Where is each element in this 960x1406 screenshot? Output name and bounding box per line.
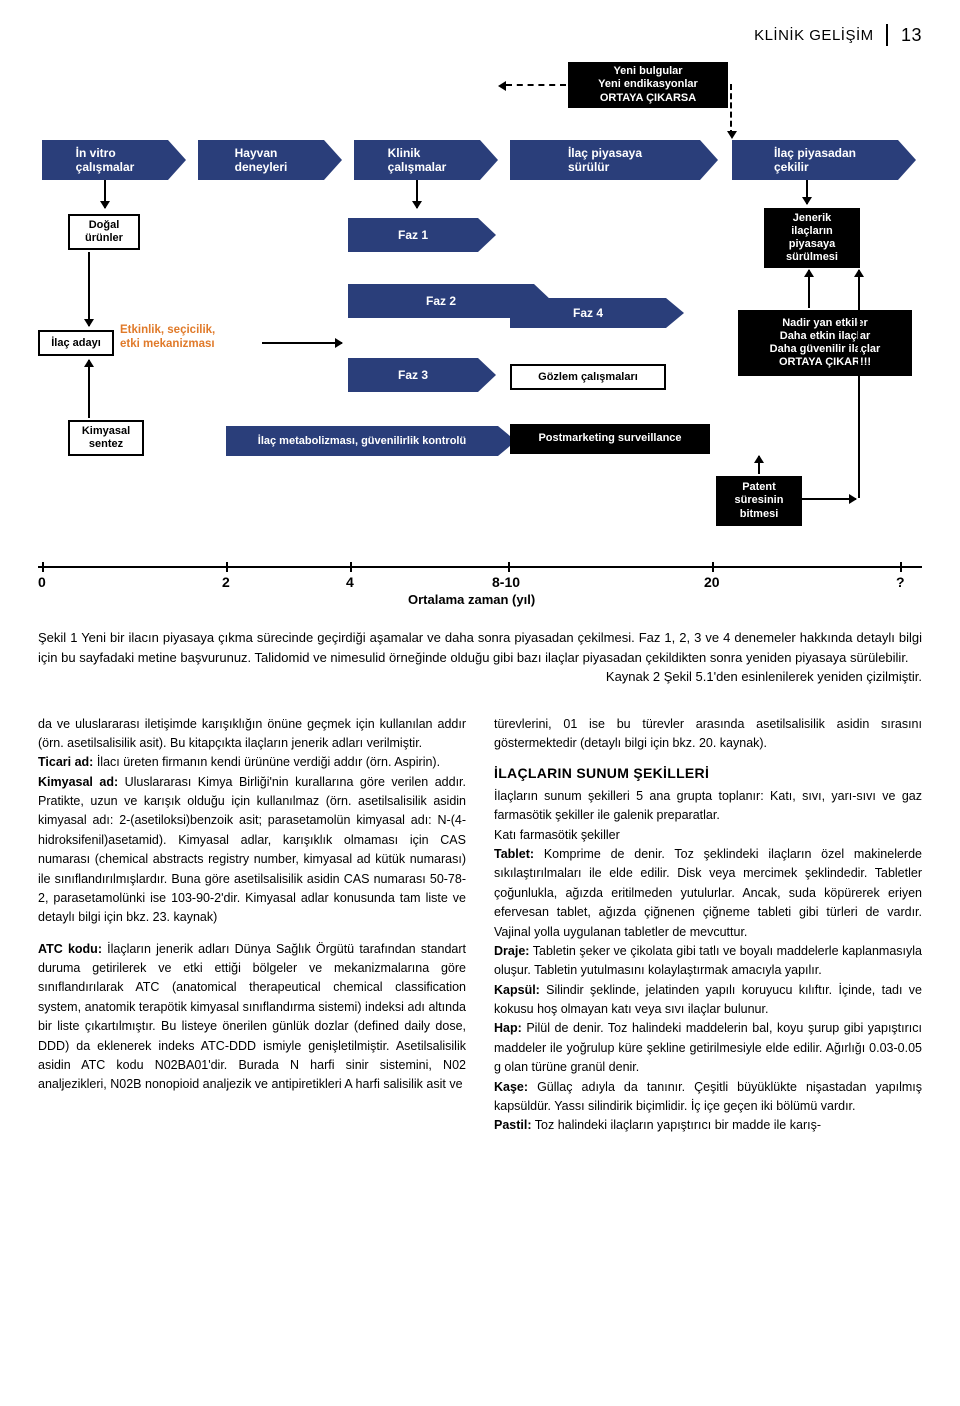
- down-arrow-1: [104, 180, 106, 208]
- journal-title: KLİNİK GELİŞİM: [754, 27, 874, 44]
- natural-products-box: Doğalürünler: [68, 214, 140, 250]
- phase-1: Faz 1: [348, 218, 478, 252]
- right-p2: İlaçların sunum şekilleri 5 ana grupta t…: [494, 787, 922, 826]
- kase-para: Kaşe: Güllaç adıyla da tanınır. Çeşitli …: [494, 1078, 922, 1117]
- tick-q: ?: [896, 574, 905, 590]
- arrow-synthesis-to-candidate: [88, 360, 90, 418]
- tick-2: 2: [222, 574, 230, 590]
- axis-label: Ortalama zaman (yıl): [408, 592, 535, 607]
- patent-expiry-box: Patentsüresininbitmesi: [716, 476, 802, 526]
- generic-drugs-box: Jenerikilaçlarınpiyasayasürülmesi: [764, 208, 860, 268]
- phase-4: Faz 4: [510, 298, 666, 328]
- postmarketing-box: Postmarketing surveillance: [510, 424, 710, 454]
- hap-para: Hap: Pilül de denir. Toz halindeki madde…: [494, 1019, 922, 1077]
- chemical-synthesis-box: Kimyasalsentez: [68, 420, 144, 456]
- dashed-arrow-left: [506, 84, 566, 86]
- stage-clinical: Klinikçalışmalar: [354, 140, 480, 180]
- arrow-long-up: [858, 270, 860, 498]
- caption-main: Şekil 1 Yeni bir ilacın piyasaya çıkma s…: [38, 630, 922, 665]
- phase-2: Faz 2: [348, 284, 534, 318]
- stage-animal: Hayvandeneyleri: [198, 140, 324, 180]
- header-divider: [886, 24, 888, 46]
- drug-candidate-box: İlaç adayı: [38, 330, 114, 356]
- arrow-natural-to-candidate: [88, 252, 90, 326]
- kapsul-para: Kapsül: Silindir şeklinde, jelatinden ya…: [494, 981, 922, 1020]
- page-header: KLİNİK GELİŞİM 13: [38, 24, 922, 46]
- tick-0: 0: [38, 574, 46, 590]
- left-column: da ve uluslararası iletişimde karışıklığ…: [38, 715, 466, 1136]
- arrow-patent-right: [802, 498, 856, 500]
- dashed-arrow-down: [730, 84, 732, 136]
- new-findings-box: Yeni bulgularYeni endikasyonlarORTAYA ÇI…: [568, 62, 728, 108]
- page-number: 13: [901, 25, 922, 46]
- down-arrow-3: [806, 180, 808, 204]
- phase-3: Faz 3: [348, 358, 478, 392]
- tick-4: 4: [346, 574, 354, 590]
- left-p4: ATC kodu: İlaçların jenerik adları Dünya…: [38, 940, 466, 1095]
- observation-studies-box: Gözlem çalışmaları: [510, 364, 666, 390]
- rare-side-effects-box: Nadir yan etkilerDaha etkin ilaçlarDaha …: [738, 310, 912, 376]
- arrow-up-generic: [808, 270, 810, 308]
- orange-caption: Etkinlik, seçicilik,etki mekanizması: [120, 324, 215, 352]
- metabolism-bar: İlaç metabolizması, güvenilirlik kontrol…: [226, 426, 498, 456]
- caption-source: Kaynak 2 Şekil 5.1'den esinlenilerek yen…: [606, 667, 922, 687]
- tick-8-10: 8-10: [492, 574, 520, 590]
- left-p3: Kimyasal ad: Uluslararası Kimya Birliği'…: [38, 773, 466, 928]
- section-heading: İLAÇLARIN SUNUM ŞEKİLLERİ: [494, 763, 922, 785]
- left-p2: Ticari ad: İlacı üreten firmanın kendi ü…: [38, 753, 466, 772]
- figure-caption: Şekil 1 Yeni bir ilacın piyasaya çıkma s…: [38, 628, 922, 687]
- draje-para: Draje: Tabletin şeker ve çikolata gibi t…: [494, 942, 922, 981]
- left-p1: da ve uluslararası iletişimde karışıklığ…: [38, 715, 466, 754]
- right-column: türevlerini, 01 ise bu türevler arasında…: [494, 715, 922, 1136]
- arrow-candidate-to-phases: [262, 342, 342, 344]
- right-p1: türevlerini, 01 ise bu türevler arasında…: [494, 715, 922, 754]
- pastil-para: Pastil: Toz halindeki ilaçların yapıştır…: [494, 1116, 922, 1135]
- stage-invitro: İn vitroçalışmalar: [42, 140, 168, 180]
- right-p3: Katı farmasötik şekiller: [494, 826, 922, 845]
- drug-lifecycle-diagram: Yeni bulgularYeni endikasyonlarORTAYA ÇI…: [38, 62, 922, 612]
- stage-release: İlaç piyasayasürülür: [510, 140, 700, 180]
- tick-20: 20: [704, 574, 720, 590]
- tablet-para: Tablet: Komprime de denir. Toz şeklindek…: [494, 845, 922, 942]
- down-arrow-2: [416, 180, 418, 208]
- arrow-patent-up: [758, 456, 760, 474]
- stage-withdraw: İlaç piyasadançekilir: [732, 140, 898, 180]
- time-axis: [38, 566, 922, 568]
- body-columns: da ve uluslararası iletişimde karışıklığ…: [38, 715, 922, 1136]
